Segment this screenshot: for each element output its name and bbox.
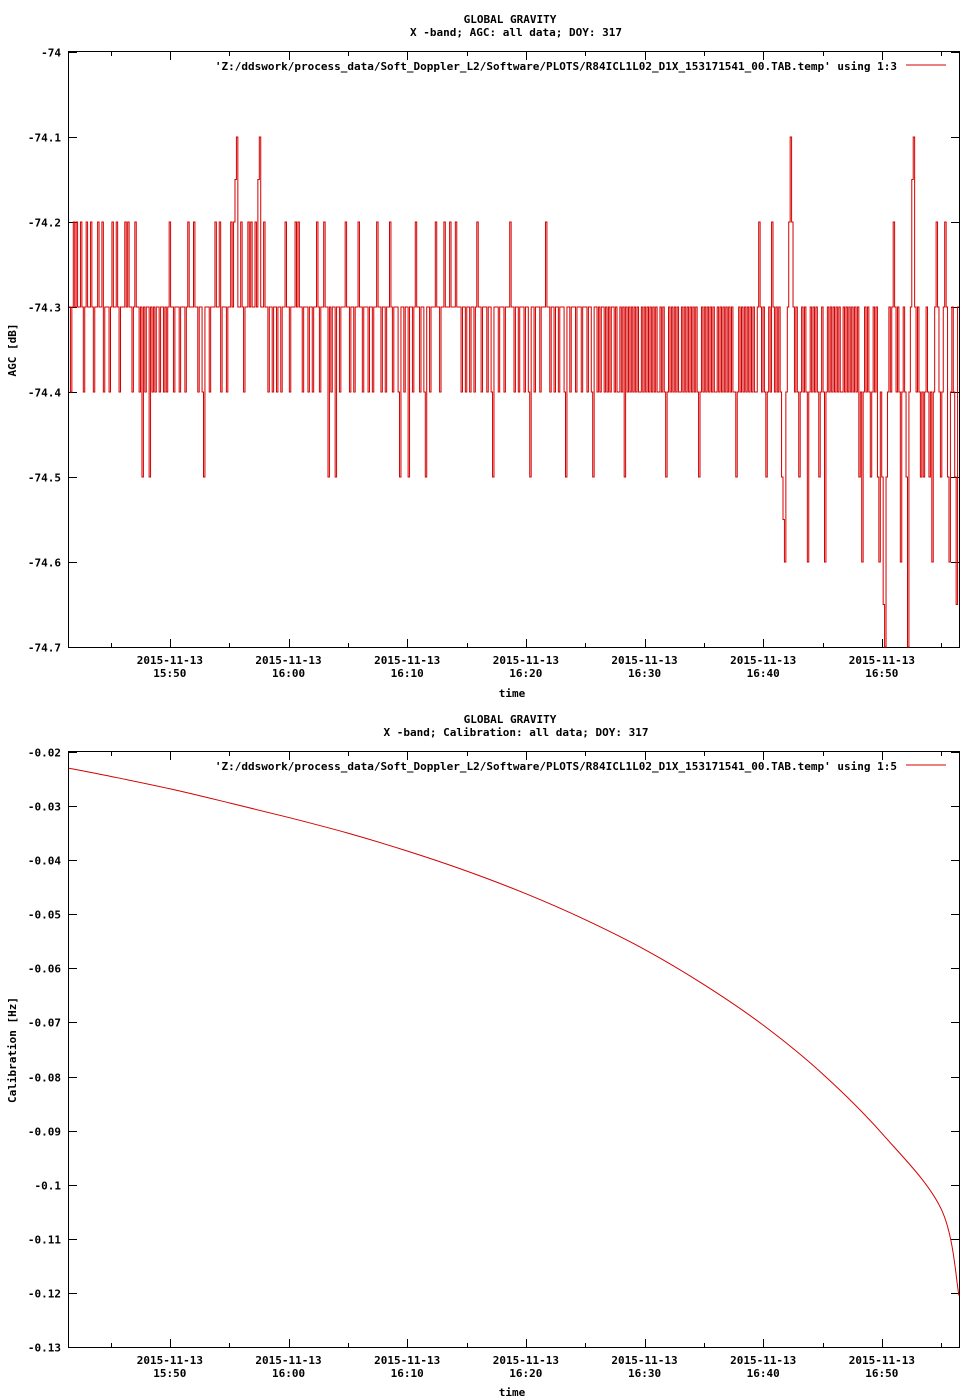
calibration-y-axis-label: Calibration [Hz] (6, 997, 19, 1103)
agc-x-axis-label: time (499, 687, 526, 700)
calibration-xtick-time-label: 15:50 (153, 1367, 186, 1380)
calibration-ytick-label: -0.12 (28, 1288, 61, 1301)
calibration-xtick-date-label: 2015-11-13 (493, 1354, 559, 1367)
agc-xtick-time-label: 16:50 (865, 667, 898, 680)
calibration-xtick-date-label: 2015-11-13 (374, 1354, 440, 1367)
calibration-ytick-label: -0.04 (28, 855, 61, 868)
agc-ytick-label: -74.1 (28, 132, 61, 145)
agc-xtick-date-label: 2015-11-13 (849, 654, 915, 667)
agc-ytick-label: -74.6 (28, 557, 61, 570)
agc-y-axis-label: AGC [dB] (6, 324, 19, 377)
calibration-legend-label: 'Z:/ddswork/process_data/Soft_Doppler_L2… (215, 760, 897, 773)
calibration-ytick-label: -0.13 (28, 1342, 61, 1355)
agc-chart: GLOBAL GRAVITY X -band; AGC: all data; D… (6, 13, 960, 700)
agc-chart-subtitle: X -band; AGC: all data; DOY: 317 (410, 26, 622, 39)
agc-xtick-time-label: 15:50 (153, 667, 186, 680)
agc-xtick-date-label: 2015-11-13 (255, 654, 321, 667)
agc-xtick-date-label: 2015-11-13 (730, 654, 796, 667)
calibration-ytick-label: -0.1 (35, 1180, 62, 1193)
calibration-ytick-label: -0.06 (28, 963, 61, 976)
agc-axes: -74 -74.1 -74.2 -74.3 -74.4 -74.5 -74.6 -74.7 20… (28, 47, 959, 680)
calibration-chart-title: GLOBAL GRAVITY (464, 713, 557, 726)
agc-plot-frame (68, 51, 960, 648)
agc-xtick-time-label: 16:40 (747, 667, 780, 680)
calibration-ytick-label: -0.05 (28, 909, 61, 922)
calibration-chart-subtitle: X -band; Calibration: all data; DOY: 317 (384, 726, 649, 739)
calibration-x-axis-label: time (499, 1386, 526, 1399)
agc-legend-label: 'Z:/ddswork/process_data/Soft_Doppler_L2… (215, 60, 897, 73)
calibration-xtick-time-label: 16:10 (391, 1367, 424, 1380)
agc-ytick-label: -74 (41, 47, 61, 60)
calibration-ytick-label: -0.07 (28, 1017, 61, 1030)
calibration-ytick-label: -0.03 (28, 801, 61, 814)
agc-xtick-date-label: 2015-11-13 (493, 654, 559, 667)
calibration-xtick-date-label: 2015-11-13 (255, 1354, 321, 1367)
calibration-xtick-date-label: 2015-11-13 (730, 1354, 796, 1367)
agc-xtick-time-label: 16:30 (628, 667, 661, 680)
agc-xtick-date-label: 2015-11-13 (611, 654, 677, 667)
calibration-series-line (68, 767, 960, 1296)
agc-xtick-time-label: 16:20 (509, 667, 542, 680)
calibration-ytick-label: -0.08 (28, 1072, 61, 1085)
calibration-ytick-label: -0.09 (28, 1126, 61, 1139)
calibration-xtick-time-label: 16:50 (865, 1367, 898, 1380)
agc-legend: 'Z:/ddswork/process_data/Soft_Doppler_L2… (215, 60, 946, 73)
calibration-plot-frame (68, 751, 960, 1348)
calibration-ytick-label: -0.02 (28, 747, 61, 760)
calibration-xtick-time-label: 16:40 (747, 1367, 780, 1380)
agc-ytick-label: -74.3 (28, 302, 61, 315)
agc-xtick-date-label: 2015-11-13 (137, 654, 203, 667)
calibration-chart: GLOBAL GRAVITY X -band; Calibration: all… (6, 713, 960, 1399)
agc-ytick-label: -74.5 (28, 472, 61, 485)
agc-ytick-label: -74.7 (28, 642, 61, 655)
calibration-legend: 'Z:/ddswork/process_data/Soft_Doppler_L2… (215, 760, 946, 773)
agc-chart-title: GLOBAL GRAVITY (464, 13, 557, 26)
calibration-xtick-time-label: 16:20 (509, 1367, 542, 1380)
calibration-ytick-label: -0.11 (28, 1234, 61, 1247)
agc-xtick-time-label: 16:10 (391, 667, 424, 680)
calibration-xtick-date-label: 2015-11-13 (849, 1354, 915, 1367)
agc-ytick-label: -74.2 (28, 217, 61, 230)
calibration-xtick-date-label: 2015-11-13 (137, 1354, 203, 1367)
agc-series-line (69, 136, 959, 648)
calibration-axes: -0.02 -0.03 -0.04 -0.05 -0.06 -0.07 -0.08 -0.09… (28, 747, 959, 1380)
agc-xtick-time-label: 16:00 (272, 667, 305, 680)
agc-ytick-label: -74.4 (28, 387, 61, 400)
calibration-xtick-time-label: 16:00 (272, 1367, 305, 1380)
calibration-xtick-date-label: 2015-11-13 (611, 1354, 677, 1367)
calibration-xtick-time-label: 16:30 (628, 1367, 661, 1380)
agc-xtick-date-label: 2015-11-13 (374, 654, 440, 667)
